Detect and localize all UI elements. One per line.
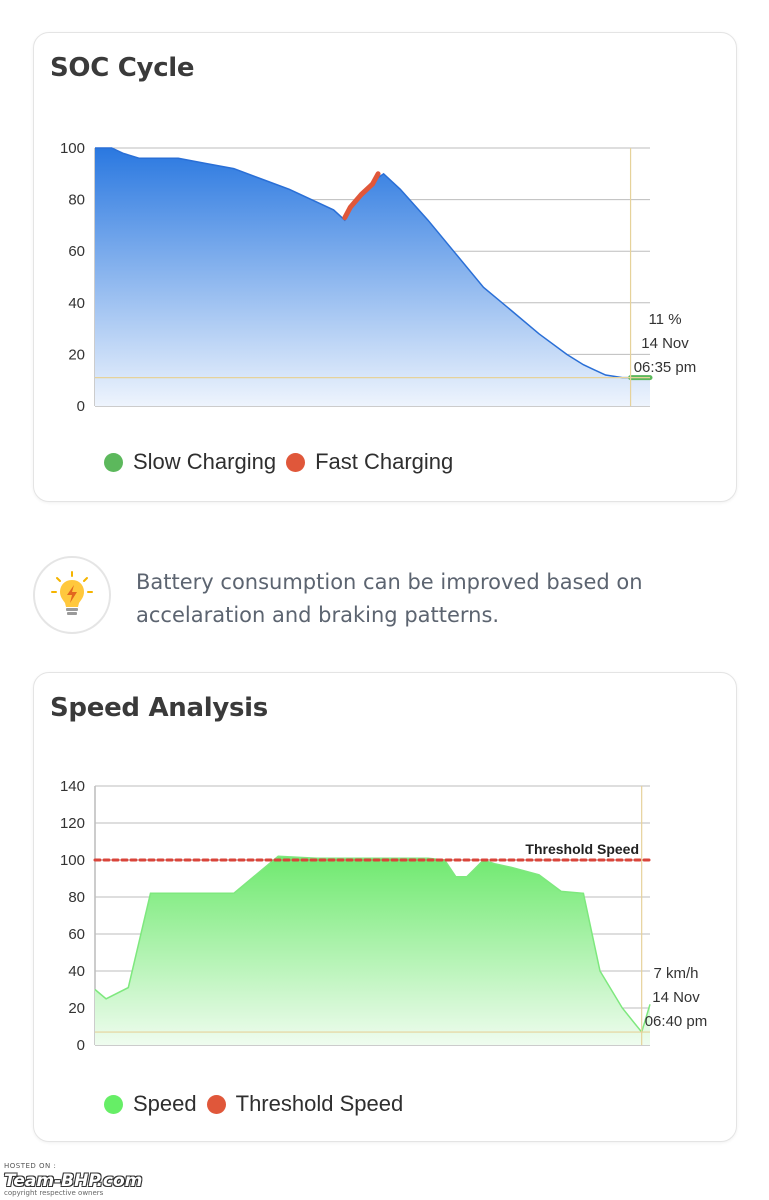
legend-threshold-speed-label: Threshold Speed [235, 1091, 404, 1116]
legend-slow-charging-label: Slow Charging [133, 449, 277, 474]
threshold-speed-label: Threshold Speed [525, 841, 639, 857]
tooltip-time: 06:40 pm [645, 1013, 708, 1030]
y-tick-label: 80 [68, 889, 85, 906]
lightbulb-icon [33, 556, 111, 634]
y-tick-label: 80 [68, 192, 85, 209]
battery-tip: Battery consumption can be improved base… [33, 556, 735, 636]
y-tick-label: 140 [60, 778, 85, 795]
slow-charging-dot-icon [104, 452, 123, 472]
speed-chart[interactable]: 0 20 40 60 80 100 120 140 7 km/h 14 Nov 06:40 pm Th… [34, 673, 736, 1073]
speed-analysis-title: Speed Analysis [50, 693, 268, 723]
y-tick-label: 40 [68, 295, 85, 312]
tooltip-date: 14 Nov [641, 335, 689, 352]
speed-line [94, 855, 651, 1034]
fast-charging-segment [342, 171, 381, 221]
legend-threshold-speed[interactable]: Threshold Speed [206, 1091, 404, 1117]
y-tick-label: 20 [68, 1000, 85, 1017]
legend-speed-label: Speed [133, 1091, 197, 1116]
fast-charging-dot-icon [286, 452, 306, 472]
tooltip-date: 14 Nov [652, 989, 700, 1006]
speed-legend: Speed Threshold Speed [104, 1091, 413, 1117]
soc-cycle-card: SOC Cycle 0 20 40 60 80 100 11 % 14 Nov 06:35 pm… [33, 32, 737, 502]
y-tick-label: 40 [68, 963, 85, 980]
speed-analysis-card: Speed Analysis 0 20 40 60 80 100 120 140 7 km/h 1… [33, 672, 737, 1142]
y-tick-label: 60 [68, 243, 85, 260]
y-tick-label: 0 [77, 1037, 85, 1054]
y-tick-label: 60 [68, 926, 85, 943]
tooltip-time: 06:35 pm [634, 359, 697, 376]
legend-fast-charging-label: Fast Charging [315, 449, 454, 474]
legend-speed[interactable]: Speed [104, 1091, 197, 1117]
y-tick-label: 100 [60, 852, 85, 869]
soc-area [95, 148, 650, 406]
threshold-speed-dot-icon [206, 1094, 226, 1114]
team-bhp-watermark: HOSTED ON : Team-BHP.com copyright respe… [4, 1162, 142, 1197]
legend-fast-charging[interactable]: Fast Charging [286, 449, 453, 475]
watermark-hosted-label: HOSTED ON : [4, 1162, 57, 1170]
speed-area [95, 856, 650, 1045]
watermark-brand: Team-BHP.com [4, 1171, 143, 1191]
battery-tip-text: Battery consumption can be improved base… [136, 570, 643, 627]
watermark-copyright: copyright respective owners [4, 1189, 104, 1197]
speed-dot-icon [104, 1094, 123, 1114]
soc-chart[interactable]: 0 20 40 60 80 100 11 % 14 Nov 06:35 pm [34, 33, 736, 433]
y-tick-label: 120 [60, 815, 85, 832]
legend-slow-charging[interactable]: Slow Charging [104, 449, 276, 475]
y-tick-label: 0 [77, 398, 85, 415]
y-tick-label: 100 [60, 140, 85, 157]
soc-legend: Slow Charging Fast Charging [104, 449, 463, 475]
y-tick-label: 20 [68, 346, 85, 363]
tooltip-value: 7 km/h [653, 965, 698, 982]
soc-cycle-title: SOC Cycle [50, 53, 195, 83]
tooltip-value: 11 % [648, 311, 681, 328]
